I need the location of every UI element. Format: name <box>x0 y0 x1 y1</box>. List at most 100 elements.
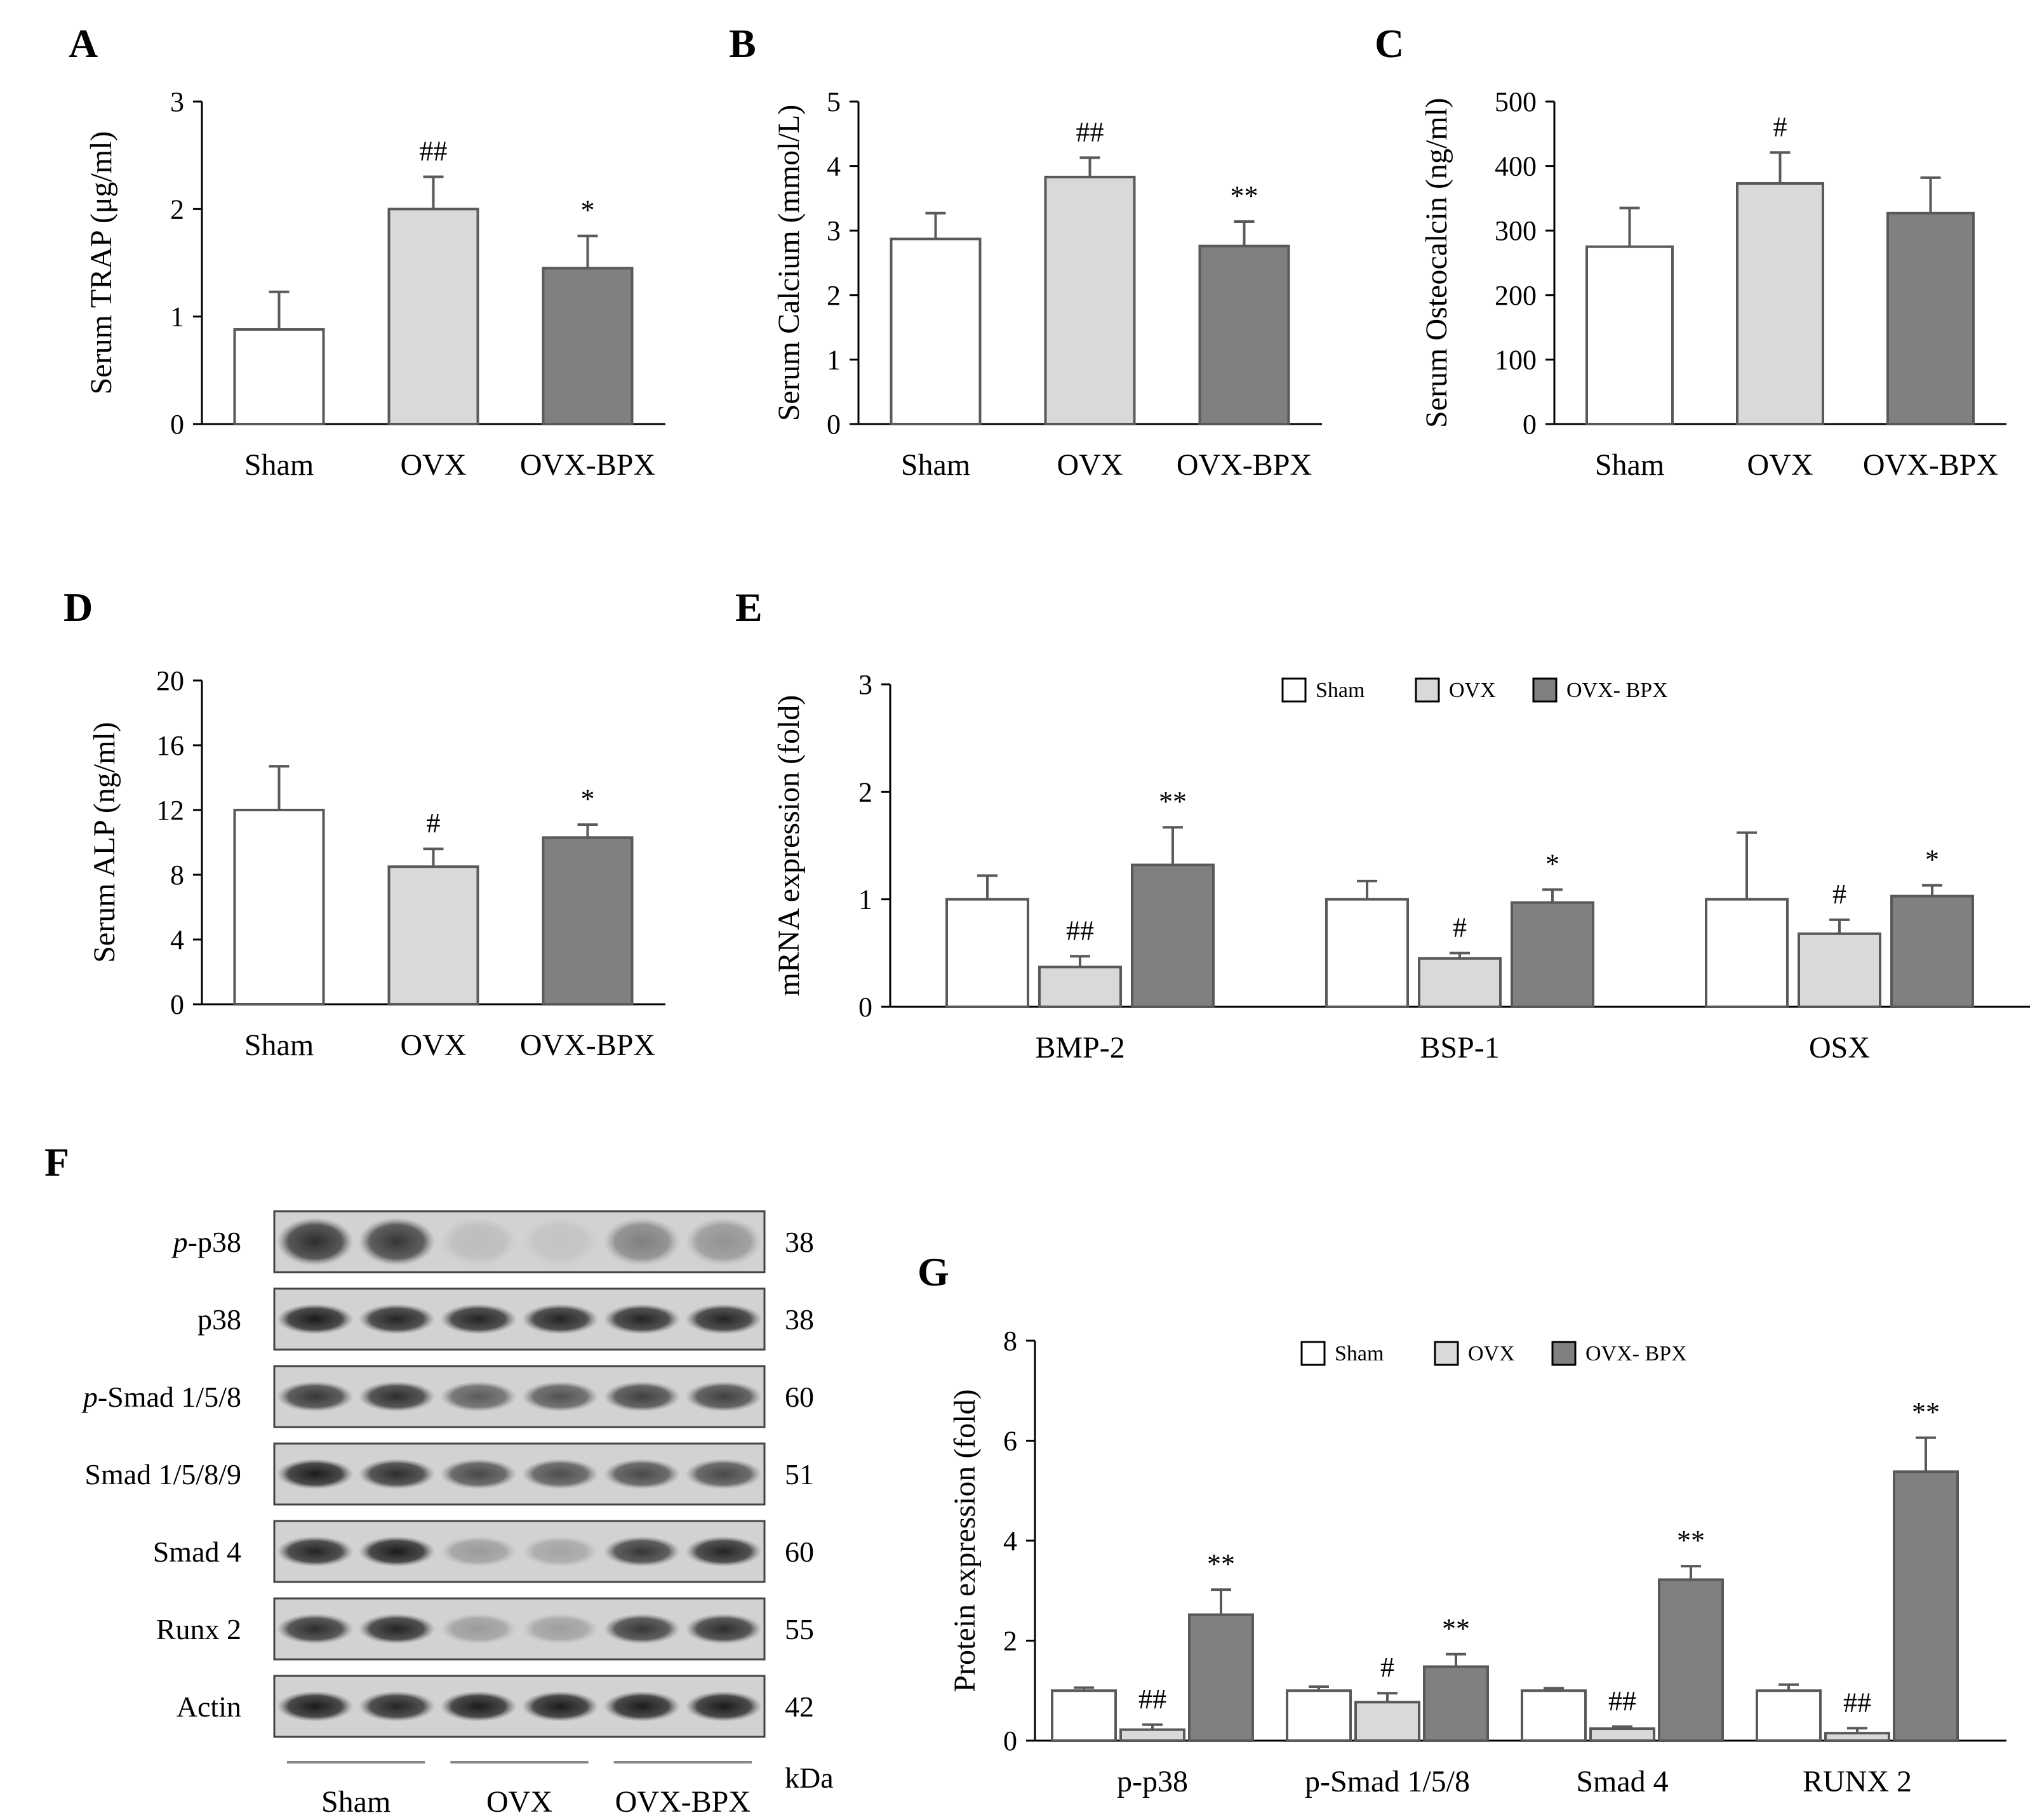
bar-sham <box>1585 245 1674 425</box>
blot-band-lane-4 <box>521 1304 599 1334</box>
legend-swatch-ovx-bpx <box>1532 677 1558 703</box>
y-tick-label: 8 <box>170 860 184 891</box>
significance-mark: ** <box>1159 786 1187 817</box>
blot-label-text: Runx 2 <box>156 1613 241 1645</box>
blot-band-lane-3 <box>440 1459 517 1489</box>
bar-bmp-2-ovx <box>1038 966 1122 1009</box>
y-axis-label: Serum TRAP (μg/ml) <box>84 131 118 394</box>
y-tick-label: 4 <box>1003 1525 1017 1557</box>
panel-letter: C <box>1375 21 1404 66</box>
x-category-label-ovx-bpx: OVX-BPX <box>1177 448 1312 482</box>
y-tick-label: 3 <box>170 86 184 117</box>
blot-label-text: -p38 <box>188 1226 241 1258</box>
panel-g-protein-expression: 0 2 4 6 8 Protein expression (fold) G ## ** p-p38… <box>918 1249 2006 1798</box>
panel-letter: F <box>44 1139 69 1185</box>
significance-mark: * <box>1545 848 1559 879</box>
blot-band-lane-3 <box>440 1381 517 1412</box>
blot-label-p-smad-1-5-8: p-Smad 1/5/8 <box>81 1381 241 1413</box>
legend-label-ovx: OVX <box>1449 679 1496 702</box>
x-category-label-sham: Sham <box>1595 448 1664 482</box>
blot-kda-smad-4: 60 <box>785 1536 814 1568</box>
significance-mark: # <box>1453 912 1467 943</box>
kda-unit-label: kDa <box>785 1762 834 1794</box>
blot-band-lane-3 <box>440 1536 517 1567</box>
y-tick-label: 4 <box>170 924 184 955</box>
blot-strip <box>273 1520 766 1583</box>
blot-row-smad-1-5-8-9: Smad 1/5/8/9 51 <box>84 1442 814 1506</box>
bar-bsp-1-sham <box>1325 898 1409 1008</box>
y-tick-label: 6 <box>1003 1426 1017 1457</box>
blot-band-lane-6 <box>685 1614 763 1644</box>
y-tick-label: 0 <box>170 989 184 1020</box>
blot-label-smad-4: Smad 4 <box>153 1536 241 1568</box>
x-category-label-ovx: OVX <box>401 1028 467 1062</box>
blot-kda-p-p38: 38 <box>785 1226 814 1258</box>
bar-osx-ovx-bpx <box>1890 894 1974 1008</box>
blot-band-lane-5 <box>603 1459 681 1489</box>
bar-osx-sham <box>1705 898 1789 1008</box>
y-tick-label: 0 <box>1003 1725 1017 1757</box>
y-axis-label: Serum ALP (ng/ml) <box>88 722 121 963</box>
x-category-label-bsp-1: BSP-1 <box>1420 1031 1499 1065</box>
legend-label-sham: Sham <box>1335 1342 1384 1365</box>
blot-band-lane-5 <box>603 1691 681 1722</box>
y-tick-label: 1 <box>858 884 872 915</box>
blot-band-lane-4 <box>521 1459 599 1489</box>
blot-row-p-smad-1-5-8: p-Smad 1/5/8 60 <box>81 1365 814 1428</box>
blot-band-lane-4 <box>521 1691 599 1722</box>
y-tick-label: 2 <box>1003 1626 1017 1657</box>
bar-bsp-1-ovx-bpx <box>1511 901 1594 1009</box>
y-tick-label: 2 <box>827 280 841 311</box>
bar-ovx-bpx <box>542 836 634 1006</box>
blot-band-lane-6 <box>685 1304 763 1334</box>
blot-band-lane-6 <box>685 1218 763 1266</box>
bar-ovx <box>387 865 479 1006</box>
blot-row-actin: Actin 42 <box>177 1675 814 1738</box>
x-category-label-p-p38: p-p38 <box>1117 1765 1188 1798</box>
bar-osx-ovx <box>1798 932 1881 1009</box>
blot-label-p38: p38 <box>197 1303 241 1336</box>
blot-label-p-p38: p-p38 <box>171 1226 241 1258</box>
bar-sham <box>233 328 325 426</box>
blot-row-p38: p38 38 <box>197 1287 814 1351</box>
blot-strip <box>273 1365 766 1428</box>
significance-mark: # <box>1380 1652 1394 1683</box>
blot-label-text: Actin <box>177 1690 241 1723</box>
panel-letter: B <box>729 21 756 66</box>
y-tick-label: 200 <box>1495 280 1537 311</box>
y-tick-label: 3 <box>858 669 872 700</box>
significance-mark: ** <box>1912 1397 1940 1428</box>
legend-swatch-ovx-bpx <box>1551 1341 1577 1366</box>
bar-smad-4-sham <box>1521 1689 1587 1742</box>
blot-band-lane-6 <box>685 1459 763 1489</box>
blot-band-lane-1 <box>276 1218 354 1266</box>
blot-band-lane-2 <box>358 1304 436 1334</box>
blot-band-lane-3 <box>440 1218 517 1266</box>
y-tick-label: 20 <box>156 665 184 696</box>
bar-runx-2-sham <box>1756 1689 1822 1742</box>
bar-ovx-bpx <box>542 267 634 426</box>
group-label-sham: Sham <box>321 1785 390 1819</box>
blot-kda-actin: 42 <box>785 1690 814 1723</box>
x-category-label-ovx: OVX <box>1057 448 1123 482</box>
bar-bmp-2-sham <box>945 898 1029 1008</box>
blot-band-lane-1 <box>276 1536 354 1567</box>
blot-band-lane-2 <box>358 1536 436 1567</box>
panel-letter: G <box>918 1249 949 1294</box>
blot-label-smad-1-5-8-9: Smad 1/5/8/9 <box>84 1458 241 1491</box>
y-tick-label: 12 <box>156 795 184 826</box>
x-category-label-runx-2: RUNX 2 <box>1803 1765 1912 1798</box>
blot-band-lane-1 <box>276 1459 354 1489</box>
x-category-label-ovx-bpx: OVX-BPX <box>520 1028 655 1062</box>
blot-label-text: Smad 1/5/8/9 <box>84 1458 241 1491</box>
y-tick-label: 0 <box>1523 409 1537 440</box>
significance-mark: ** <box>1207 1548 1235 1579</box>
y-tick-label: 2 <box>858 776 872 807</box>
blot-strip <box>273 1287 766 1351</box>
x-category-label-ovx-bpx: OVX-BPX <box>1863 448 1998 482</box>
bar-bmp-2-ovx-bpx <box>1131 863 1215 1008</box>
bar-bsp-1-ovx <box>1418 957 1502 1009</box>
significance-mark: ** <box>1231 180 1258 211</box>
